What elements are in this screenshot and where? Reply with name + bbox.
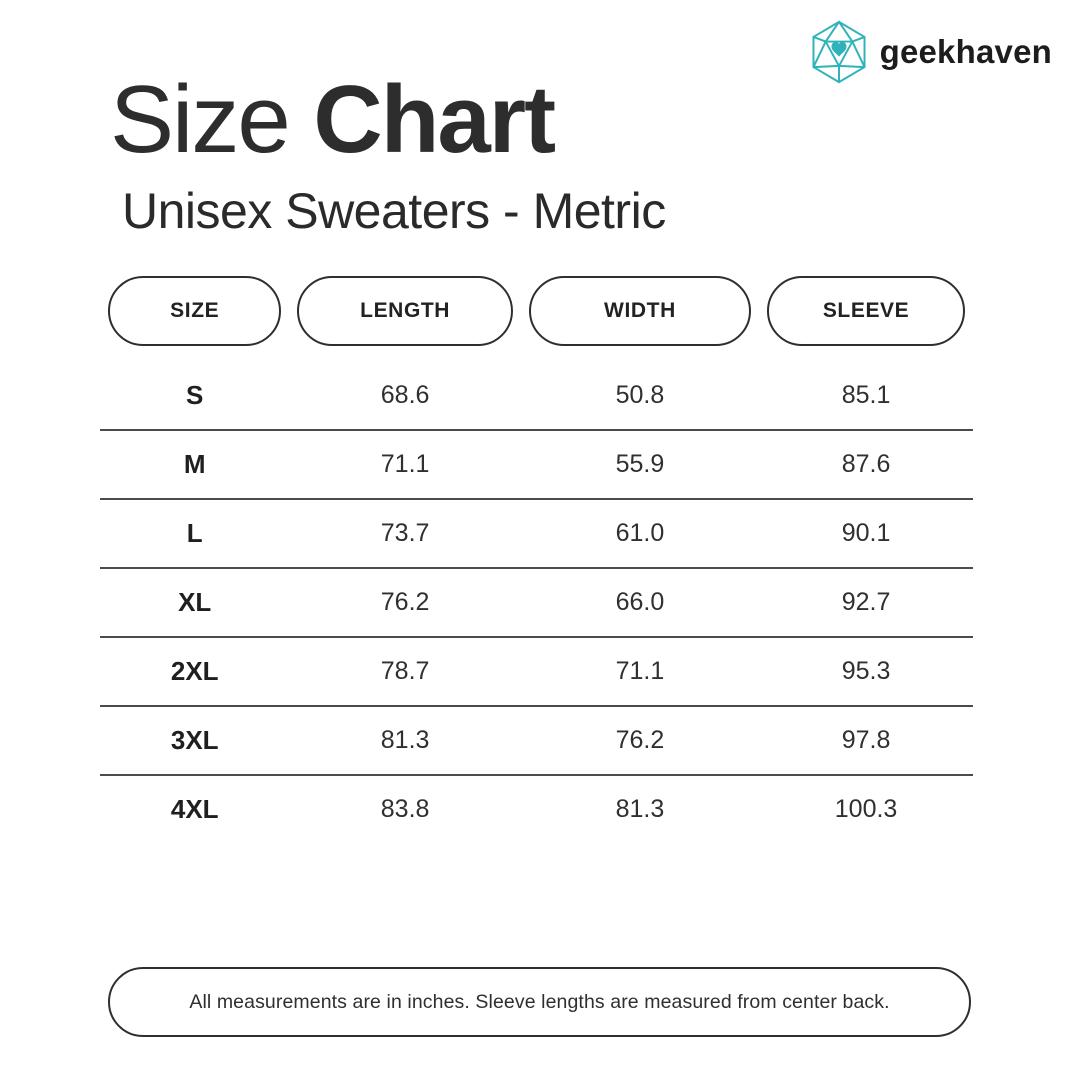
width-cell: 76.2	[615, 726, 665, 754]
brand-logo: geekhaven	[810, 18, 1052, 86]
table-row: S 68.6 50.8 85.1	[100, 362, 973, 431]
length-cell: 76.2	[380, 588, 430, 616]
table-header-row: SIZE LENGTH WIDTH SLEEVE	[100, 276, 973, 346]
width-cell: 50.8	[615, 381, 665, 409]
width-cell: 66.0	[615, 588, 665, 616]
sleeve-cell: 90.1	[841, 519, 891, 547]
column-header-sleeve: SLEEVE	[767, 276, 965, 346]
length-cell: 81.3	[380, 726, 430, 754]
sleeve-cell: 85.1	[841, 381, 891, 409]
length-cell: 68.6	[380, 381, 430, 409]
size-cell: L	[186, 518, 203, 548]
page-title-light: Size	[110, 66, 291, 173]
sleeve-cell: 92.7	[841, 588, 891, 616]
length-cell: 73.7	[380, 519, 430, 547]
length-cell: 78.7	[380, 657, 430, 685]
table-row: M 71.1 55.9 87.6	[100, 431, 973, 500]
column-header-size: SIZE	[108, 276, 282, 346]
size-cell: 2XL	[170, 656, 219, 686]
size-cell: 4XL	[170, 794, 219, 824]
sleeve-cell: 100.3	[834, 795, 898, 823]
size-cell: M	[183, 449, 206, 479]
width-cell: 55.9	[615, 450, 665, 478]
table-row: 3XL 81.3 76.2 97.8	[100, 707, 973, 776]
table-row: 4XL 83.8 81.3 100.3	[100, 776, 973, 843]
width-cell: 71.1	[615, 657, 665, 685]
column-header-length: LENGTH	[297, 276, 513, 346]
page-subtitle: Unisex Sweaters - Metric	[122, 183, 666, 239]
width-cell: 81.3	[615, 795, 665, 823]
brand-name: geekhaven	[879, 33, 1052, 70]
d20-heart-icon	[812, 20, 866, 84]
table-body: S 68.6 50.8 85.1 M 71.1 55.9 87.6 L 73.7…	[100, 362, 973, 843]
length-cell: 71.1	[380, 450, 430, 478]
column-header-width: WIDTH	[528, 276, 752, 346]
sleeve-cell: 95.3	[841, 657, 891, 685]
table-row: L 73.7 61.0 90.1	[100, 500, 973, 569]
length-cell: 83.8	[380, 795, 430, 823]
table-row: 2XL 78.7 71.1 95.3	[100, 638, 973, 707]
page-title-bold: Chart	[313, 66, 556, 173]
sleeve-cell: 87.6	[841, 450, 891, 478]
width-cell: 61.0	[615, 519, 665, 547]
sleeve-cell: 97.8	[841, 726, 891, 754]
size-chart-table: SIZE LENGTH WIDTH SLEEVE S 68.6 50.8 85.…	[100, 276, 973, 843]
heart-icon	[831, 41, 847, 57]
size-cell: 3XL	[170, 725, 219, 755]
size-cell: XL	[178, 587, 212, 617]
table-row: XL 76.2 66.0 92.7	[100, 569, 973, 638]
size-cell: S	[186, 380, 204, 410]
page-title: Size Chart	[110, 69, 556, 171]
measurement-note: All measurements are in inches. Sleeve l…	[108, 967, 971, 1037]
